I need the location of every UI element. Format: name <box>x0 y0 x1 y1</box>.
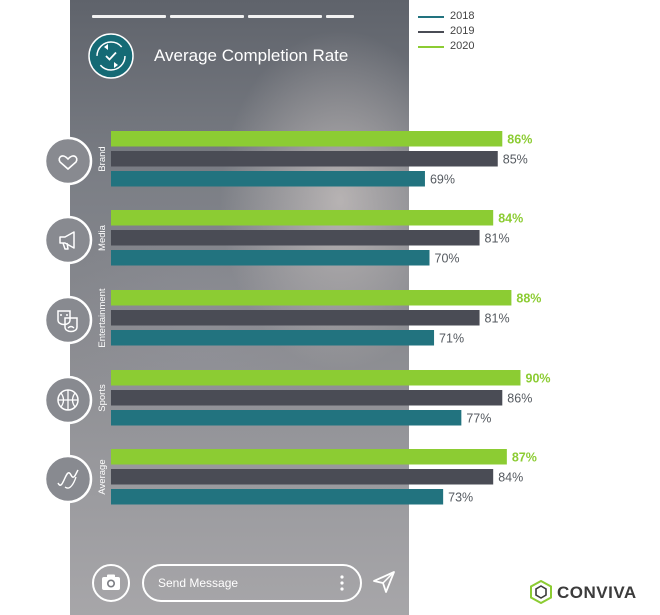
bar-2020-entertainment <box>111 290 512 306</box>
megaphone-icon <box>43 215 93 265</box>
legend-label: 2019 <box>450 25 475 37</box>
send-message-placeholder: Send Message <box>158 576 239 590</box>
legend-label: 2018 <box>450 10 475 22</box>
bar-2018-brand <box>111 171 425 187</box>
bar-2018-media <box>111 250 430 266</box>
send-icon[interactable] <box>372 570 396 594</box>
camera-button[interactable] <box>92 564 130 602</box>
bar-2018-sports <box>111 410 462 426</box>
data-label: 86% <box>507 392 532 406</box>
data-label: 86% <box>507 133 532 147</box>
data-label: 71% <box>439 332 464 346</box>
category-group-sports: Sports 90% 86% 77% <box>43 370 551 426</box>
legend-label: 2020 <box>450 40 475 52</box>
heart-icon <box>43 136 93 186</box>
data-label: 90% <box>526 372 551 386</box>
category-group-brand: Brand 86% 85% 69% <box>43 131 532 187</box>
basketball-icon <box>43 375 93 425</box>
bar-2019-media <box>111 230 480 246</box>
data-label: 84% <box>498 212 523 226</box>
camera-icon <box>102 574 120 590</box>
bar-2020-average <box>111 449 507 465</box>
category-group-average: Average 87% 84% 73% <box>43 449 537 505</box>
data-label: 88% <box>516 292 541 306</box>
data-label: 77% <box>466 412 491 426</box>
chart-title: Average Completion Rate <box>154 46 349 65</box>
progress-segment <box>248 15 322 18</box>
brand-name: CONVIVA <box>557 583 637 602</box>
bar-2018-average <box>111 489 444 505</box>
bar-2020-media <box>111 210 494 226</box>
data-label: 69% <box>430 173 455 187</box>
wave-icon <box>43 454 93 504</box>
bar-2019-entertainment <box>111 310 480 326</box>
data-label: 85% <box>503 153 528 167</box>
bar-2019-sports <box>111 390 503 406</box>
send-message-input[interactable]: Send Message <box>142 564 362 602</box>
data-label: 81% <box>485 232 510 246</box>
category-group-entertainment: Entertainment 88% 81% 71% <box>43 288 541 348</box>
category-label: Media <box>97 224 108 251</box>
story-progress-bar <box>92 15 392 19</box>
category-label: Entertainment <box>97 288 108 348</box>
data-label: 81% <box>485 312 510 326</box>
theater-masks-icon <box>43 295 93 345</box>
data-label: 84% <box>498 471 523 485</box>
category-label: Sports <box>97 384 108 412</box>
phone-story-background <box>70 0 409 615</box>
data-label: 70% <box>435 252 460 266</box>
category-label: Average <box>97 459 108 494</box>
category-label: Brand <box>97 146 108 171</box>
refresh-check-icon <box>88 33 134 79</box>
bar-2019-average <box>111 469 494 485</box>
bar-2020-sports <box>111 370 521 386</box>
data-label: 73% <box>448 491 473 505</box>
progress-segment <box>170 15 244 18</box>
category-group-media: Media 84% 81% 70% <box>43 210 523 266</box>
more-vertical-icon[interactable] <box>340 575 344 591</box>
progress-segment <box>326 15 354 18</box>
data-label: 87% <box>512 451 537 465</box>
bar-2019-brand <box>111 151 498 167</box>
conviva-logo-icon <box>530 580 552 604</box>
bar-2020-brand <box>111 131 503 147</box>
progress-segment <box>92 15 166 18</box>
bar-2018-entertainment <box>111 330 435 346</box>
